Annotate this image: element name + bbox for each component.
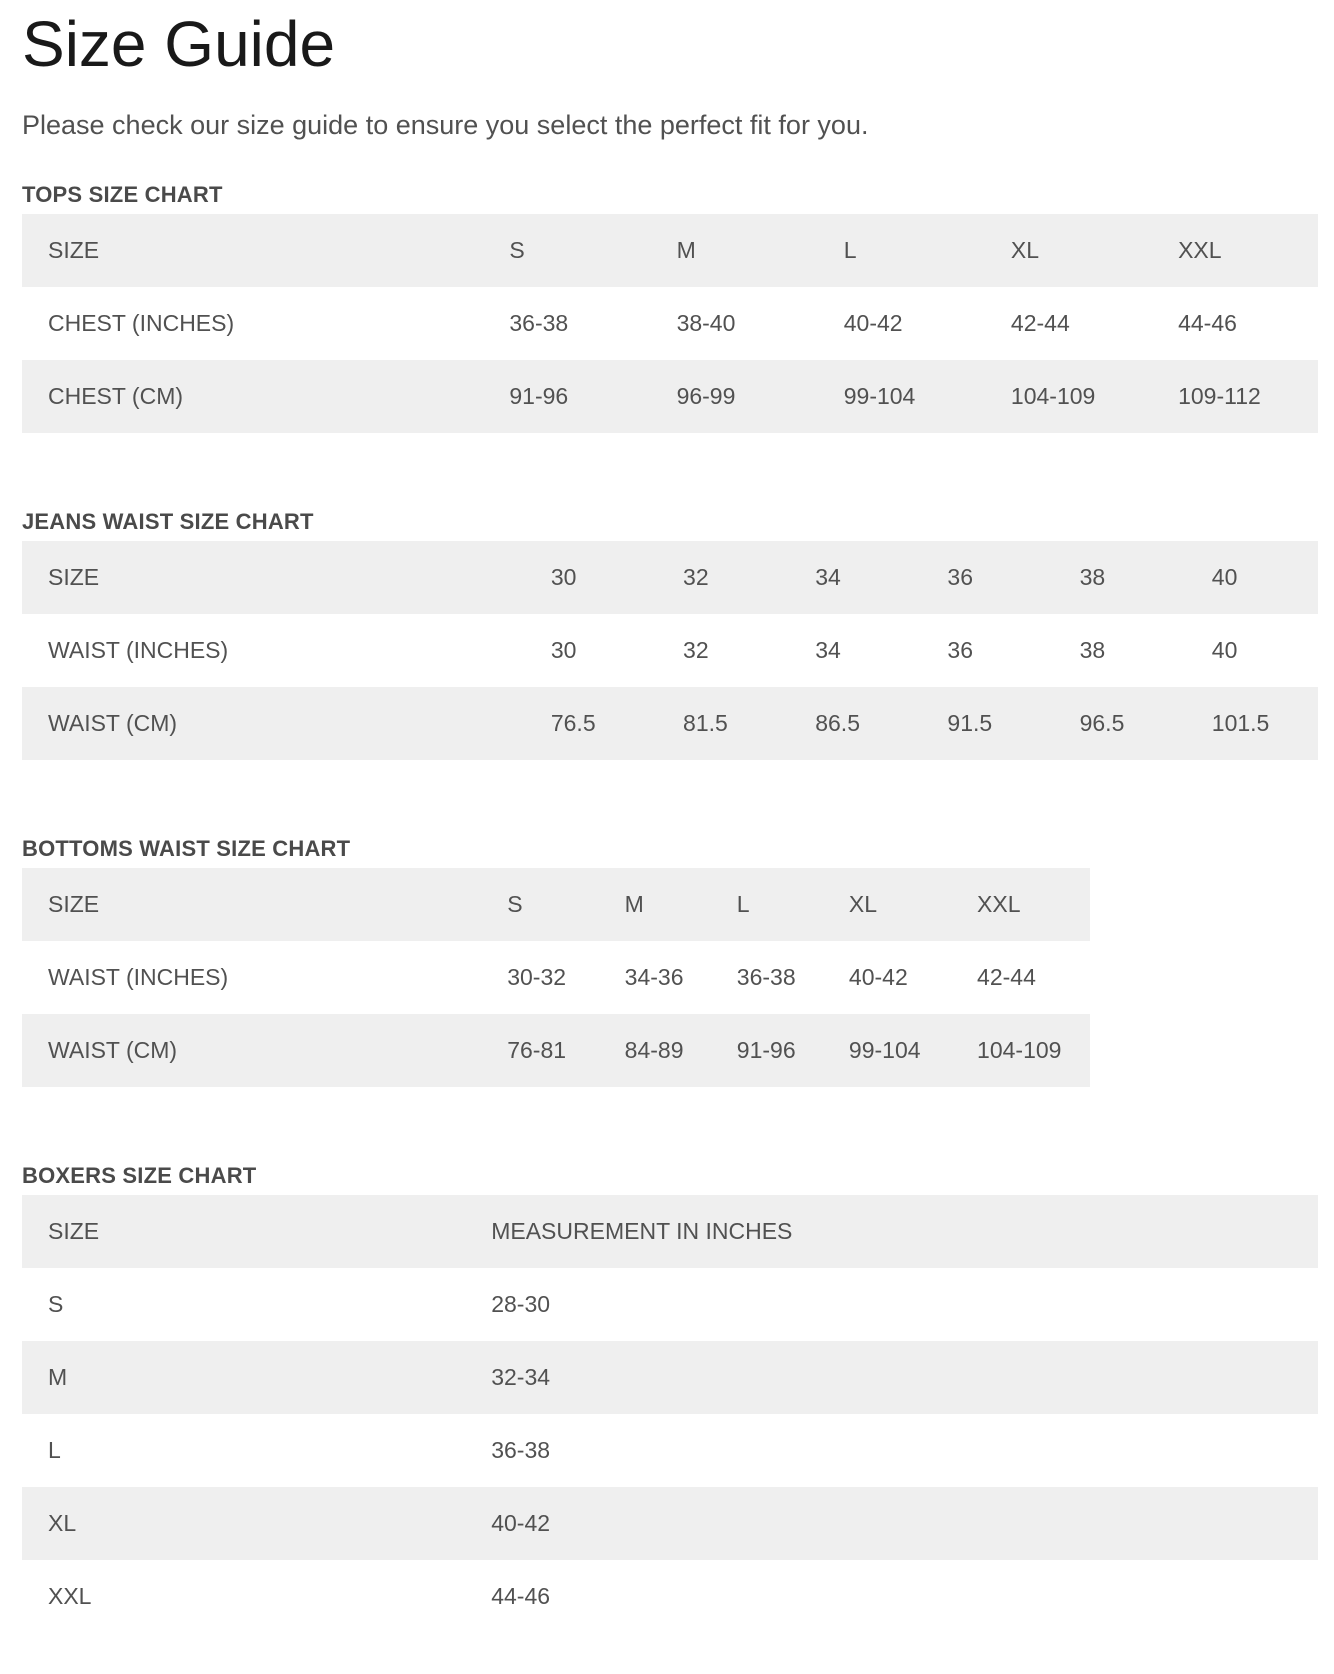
table-cell: 38-40 <box>676 310 736 337</box>
table-row: CHEST (INCHES) 36-38 38-40 40-42 42-44 4… <box>22 287 1318 360</box>
column-header: S <box>509 237 525 264</box>
row-label: WAIST (INCHES) <box>48 637 229 664</box>
table-cell: 76-81 <box>507 1037 567 1064</box>
bottoms-waist-size-chart-heading: BOTTOMS WAIST SIZE CHART <box>22 836 351 862</box>
table-cell: 101.5 <box>1211 710 1270 737</box>
column-header: SIZE <box>48 237 100 264</box>
column-header: SIZE <box>48 1218 100 1245</box>
table-cell: 38 <box>1079 637 1106 664</box>
table-cell: 40 <box>1211 637 1238 664</box>
boxers-size-chart-section: BOXERS SIZE CHART SIZE MEASUREMENT IN IN… <box>22 1162 1318 1633</box>
table-cell: 42-44 <box>977 964 1036 991</box>
table-cell: 30-32 <box>507 964 567 991</box>
row-label: WAIST (CM) <box>48 1037 178 1064</box>
table-cell: 42-44 <box>1010 310 1070 337</box>
row-label: M <box>48 1364 68 1391</box>
table-cell: 86.5 <box>815 710 860 737</box>
table-row: WAIST (CM) 76-81 84-89 91-96 99-104 104-… <box>22 1014 1090 1088</box>
table-row: WAIST (INCHES) 30-32 34-36 36-38 40-42 4… <box>22 941 1090 1014</box>
column-header: 30 <box>550 564 577 591</box>
row-label: S <box>48 1291 64 1318</box>
column-header: XXL <box>977 891 1021 918</box>
column-header: XL <box>848 891 878 918</box>
table-cell: 32 <box>683 637 709 664</box>
column-header: XXL <box>1178 237 1222 264</box>
table-cell: 40-42 <box>491 1510 551 1537</box>
table-row: WAIST (CM) 76.5 81.5 86.5 91.5 96.5 101.… <box>22 687 1318 761</box>
table-cell: 91-96 <box>509 383 569 410</box>
column-header: M <box>624 891 644 918</box>
table-cell: 91-96 <box>736 1037 796 1064</box>
table-cell: 40-42 <box>848 964 908 991</box>
table-row: M 32-34 <box>22 1341 1318 1415</box>
table-cell: 99-104 <box>848 1037 921 1064</box>
column-header: M <box>676 237 696 264</box>
column-header: SIZE <box>48 891 100 918</box>
table-cell: 96-99 <box>676 383 736 410</box>
table-cell: 40-42 <box>843 310 903 337</box>
row-label: WAIST (CM) <box>48 710 178 737</box>
table-row: XXL 44-46 <box>22 1560 1318 1633</box>
jeans-waist-size-chart-section: JEANS WAIST SIZE CHART SIZE 30 32 34 36 … <box>22 508 1318 761</box>
row-label: CHEST (CM) <box>48 383 184 410</box>
tops-size-table: SIZE S M L XL XXL CHEST (INCHES) 36-38 3… <box>22 214 1318 434</box>
table-header-row: SIZE MEASUREMENT IN INCHES <box>22 1195 1318 1269</box>
table-header-row: SIZE S M L XL XXL <box>22 868 1090 942</box>
table-cell: 81.5 <box>683 710 728 737</box>
table-cell: 36-38 <box>491 1437 551 1464</box>
table-row: L 36-38 <box>22 1414 1318 1487</box>
table-row: S 28-30 <box>22 1268 1318 1341</box>
table-cell: 34 <box>815 637 841 664</box>
table-cell: 96.5 <box>1079 710 1125 737</box>
table-cell: 104-109 <box>1010 383 1096 410</box>
column-header: L <box>843 237 857 264</box>
table-row: XL 40-42 <box>22 1487 1318 1561</box>
page-title: Size Guide <box>22 8 336 80</box>
table-cell: 28-30 <box>491 1291 551 1318</box>
table-cell: 99-104 <box>843 383 916 410</box>
column-header: 38 <box>1079 564 1106 591</box>
row-label: XXL <box>48 1583 92 1610</box>
table-cell: 76.5 <box>550 710 596 737</box>
table-cell: 32-34 <box>491 1364 551 1391</box>
tops-size-chart-heading: TOPS SIZE CHART <box>22 182 223 208</box>
column-header: SIZE <box>48 564 100 591</box>
table-row: CHEST (CM) 91-96 96-99 99-104 104-109 10… <box>22 360 1318 434</box>
page-subtitle: Please check our size guide to ensure yo… <box>22 109 869 140</box>
boxers-size-chart-heading: BOXERS SIZE CHART <box>22 1163 257 1189</box>
table-cell: 44-46 <box>491 1583 551 1610</box>
column-header: MEASUREMENT IN INCHES <box>491 1218 793 1245</box>
table-cell: 44-46 <box>1178 310 1237 337</box>
row-label: CHEST (INCHES) <box>48 310 235 337</box>
table-cell: 34-36 <box>624 964 684 991</box>
tops-size-chart-section: TOPS SIZE CHART SIZE S M L XL XXL CHEST … <box>22 181 1318 434</box>
table-cell: 36-38 <box>509 310 569 337</box>
table-cell: 30 <box>550 637 577 664</box>
column-header: XL <box>1010 237 1040 264</box>
jeans-waist-size-table: SIZE 30 32 34 36 38 40 WAIST (INCHES) 30… <box>22 541 1318 761</box>
column-header: 34 <box>815 564 841 591</box>
table-cell: 84-89 <box>624 1037 684 1064</box>
table-cell: 91.5 <box>947 710 993 737</box>
table-cell: 109-112 <box>1178 383 1261 410</box>
row-label: L <box>48 1437 61 1464</box>
column-header: 36 <box>947 564 973 591</box>
table-cell: 36 <box>947 637 973 664</box>
column-header: 40 <box>1211 564 1238 591</box>
table-header-row: SIZE S M L XL XXL <box>22 214 1318 288</box>
jeans-waist-size-chart-heading: JEANS WAIST SIZE CHART <box>22 509 314 535</box>
column-header: S <box>507 891 523 918</box>
table-cell: 36-38 <box>736 964 796 991</box>
row-label: XL <box>48 1510 77 1537</box>
bottoms-waist-size-table: SIZE S M L XL XXL WAIST (INCHES) 30-32 3… <box>22 868 1090 1088</box>
table-header-row: SIZE 30 32 34 36 38 40 <box>22 541 1318 615</box>
table-row: WAIST (INCHES) 30 32 34 36 38 40 <box>22 614 1318 687</box>
row-label: WAIST (INCHES) <box>48 964 229 991</box>
table-cell: 104-109 <box>977 1037 1062 1064</box>
column-header: L <box>736 891 750 918</box>
column-header: 32 <box>683 564 709 591</box>
bottoms-waist-size-chart-section: BOTTOMS WAIST SIZE CHART SIZE S M L XL X… <box>22 835 1318 1088</box>
boxers-size-table: SIZE MEASUREMENT IN INCHES S 28-30 M 32-… <box>22 1195 1318 1633</box>
